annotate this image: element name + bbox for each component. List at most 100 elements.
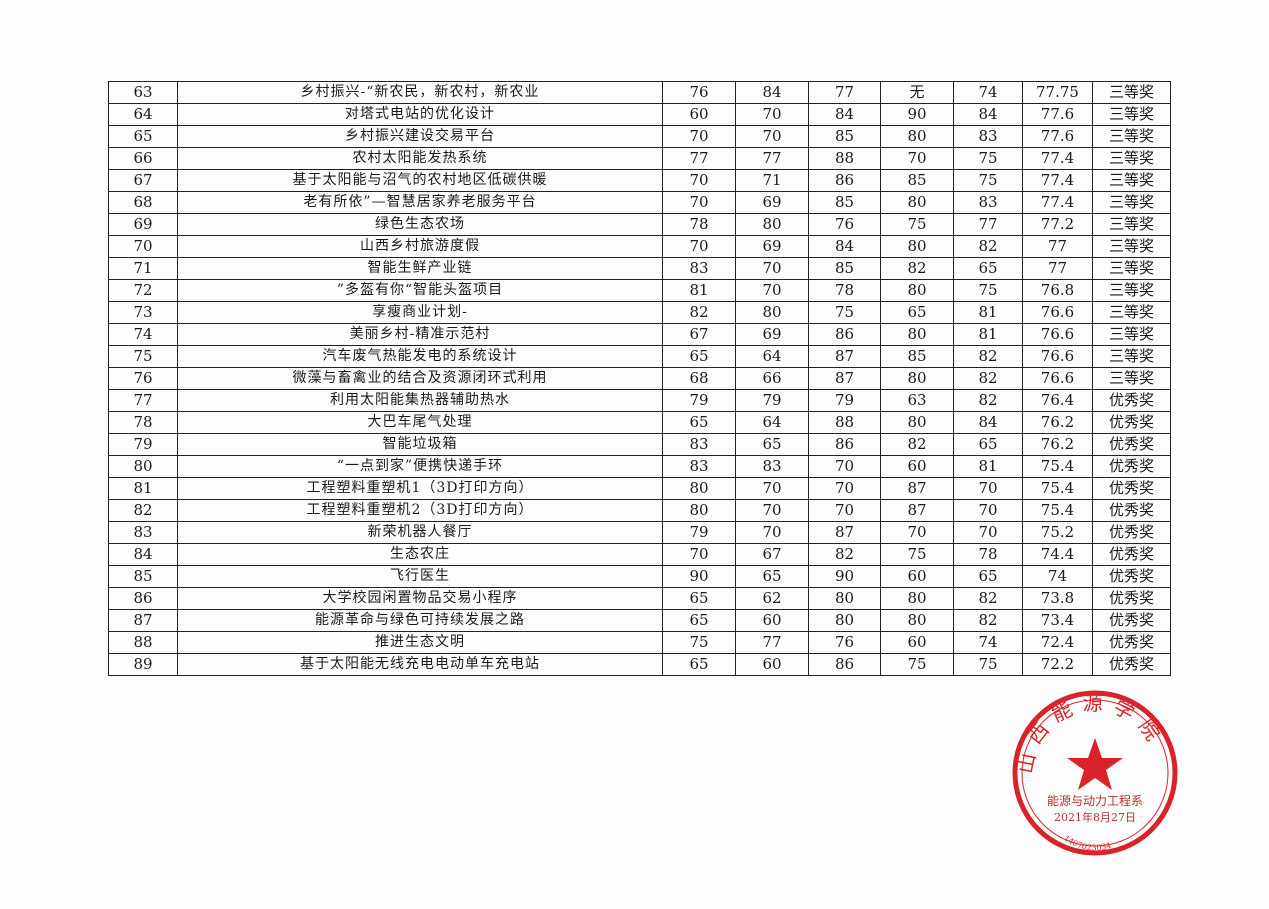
average-score: 77.75 xyxy=(1022,81,1093,104)
award: 优秀奖 xyxy=(1092,389,1171,412)
score-3: 86 xyxy=(808,323,881,346)
score-4: 80 xyxy=(880,367,954,390)
project-title: 山西乡村旅游度假 xyxy=(177,235,663,258)
score-3: 86 xyxy=(808,169,881,192)
average-score: 76.8 xyxy=(1022,279,1093,302)
score-1: 77 xyxy=(662,147,736,170)
table-row: 79 智能垃圾箱 83 65 86 82 65 76.2 优秀奖 xyxy=(108,433,1171,456)
average-score: 77.4 xyxy=(1022,147,1093,170)
score-3: 87 xyxy=(808,521,881,544)
score-4: 80 xyxy=(880,191,954,214)
score-5: 82 xyxy=(953,389,1023,412)
award: 三等奖 xyxy=(1092,191,1171,214)
average-score: 76.6 xyxy=(1022,345,1093,368)
score-2: 70 xyxy=(735,521,809,544)
seal-outer-text: 山西能源学院 xyxy=(1013,691,1161,775)
table-row: 78 大巴车尾气处理 65 64 88 80 84 76.2 优秀奖 xyxy=(108,411,1171,434)
score-4: 60 xyxy=(880,631,954,654)
score-1: 83 xyxy=(662,433,736,456)
score-4: 85 xyxy=(880,169,954,192)
score-2: 70 xyxy=(735,103,809,126)
score-2: 64 xyxy=(735,411,809,434)
score-2: 62 xyxy=(735,587,809,610)
score-5: 75 xyxy=(953,653,1023,676)
project-title: 生态农庄 xyxy=(177,543,663,566)
award: 三等奖 xyxy=(1092,147,1171,170)
score-1: 70 xyxy=(662,543,736,566)
score-1: 67 xyxy=(662,323,736,346)
award: 三等奖 xyxy=(1092,367,1171,390)
score-3: 79 xyxy=(808,389,881,412)
score-5: 82 xyxy=(953,367,1023,390)
score-4: 75 xyxy=(880,653,954,676)
project-title: “一点到家”便携快递手环 xyxy=(177,455,663,478)
average-score: 74 xyxy=(1022,565,1093,588)
row-number: 66 xyxy=(108,147,178,170)
score-2: 60 xyxy=(735,609,809,632)
score-1: 90 xyxy=(662,565,736,588)
row-number: 89 xyxy=(108,653,178,676)
table-row: 83 新荣机器人餐厅 79 70 87 70 70 75.2 优秀奖 xyxy=(108,521,1171,544)
average-score: 75.2 xyxy=(1022,521,1093,544)
score-2: 64 xyxy=(735,345,809,368)
row-number: 83 xyxy=(108,521,178,544)
score-4: 80 xyxy=(880,235,954,258)
score-2: 79 xyxy=(735,389,809,412)
score-2: 77 xyxy=(735,147,809,170)
score-5: 81 xyxy=(953,301,1023,324)
award: 三等奖 xyxy=(1092,301,1171,324)
award: 优秀奖 xyxy=(1092,609,1171,632)
project-title: 绿色生态农场 xyxy=(177,213,663,236)
score-1: 60 xyxy=(662,103,736,126)
score-2: 69 xyxy=(735,323,809,346)
score-2: 69 xyxy=(735,191,809,214)
project-title: 新荣机器人餐厅 xyxy=(177,521,663,544)
score-1: 80 xyxy=(662,477,736,500)
row-number: 88 xyxy=(108,631,178,654)
score-3: 85 xyxy=(808,125,881,148)
award: 三等奖 xyxy=(1092,81,1171,104)
project-title: 老有所依”—智慧居家养老服务平台 xyxy=(177,191,663,214)
score-2: 66 xyxy=(735,367,809,390)
award: 优秀奖 xyxy=(1092,477,1171,500)
score-5: 83 xyxy=(953,191,1023,214)
award: 优秀奖 xyxy=(1092,455,1171,478)
table-row: 86 大学校园闲置物品交易小程序 65 62 80 80 82 73.8 优秀奖 xyxy=(108,587,1171,610)
score-4: 75 xyxy=(880,213,954,236)
row-number: 65 xyxy=(108,125,178,148)
score-1: 70 xyxy=(662,191,736,214)
score-1: 68 xyxy=(662,367,736,390)
table-row: 72 ”多盔有你“智能头盔项目 81 70 78 80 75 76.8 三等奖 xyxy=(108,279,1171,302)
score-3: 70 xyxy=(808,499,881,522)
score-2: 65 xyxy=(735,433,809,456)
score-4: 80 xyxy=(880,609,954,632)
score-5: 82 xyxy=(953,345,1023,368)
score-2: 65 xyxy=(735,565,809,588)
score-4: 70 xyxy=(880,147,954,170)
row-number: 86 xyxy=(108,587,178,610)
project-title: 智能生鲜产业链 xyxy=(177,257,663,280)
award: 三等奖 xyxy=(1092,169,1171,192)
score-4: 60 xyxy=(880,455,954,478)
project-title: 工程塑料重塑机2（3D打印方向） xyxy=(177,499,663,522)
award: 三等奖 xyxy=(1092,235,1171,258)
project-title: 乡村振兴-“新农民，新农村，新农业 xyxy=(177,81,663,104)
seal-star-icon xyxy=(1067,738,1123,790)
score-4: 60 xyxy=(880,565,954,588)
score-3: 85 xyxy=(808,191,881,214)
table-row: 73 享瘦商业计划- 82 80 75 65 81 76.6 三等奖 xyxy=(108,301,1171,324)
official-seal: 山西能源学院 能源与动力工程系 2021年8月27日 1407023034 xyxy=(1012,690,1178,856)
row-number: 69 xyxy=(108,213,178,236)
average-score: 74.4 xyxy=(1022,543,1093,566)
award: 三等奖 xyxy=(1092,323,1171,346)
project-title: 工程塑料重塑机1（3D打印方向） xyxy=(177,477,663,500)
score-2: 84 xyxy=(735,81,809,104)
score-4: 63 xyxy=(880,389,954,412)
table-row: 87 能源革命与绿色可持续发展之路 65 60 80 80 82 73.4 优秀奖 xyxy=(108,609,1171,632)
score-4: 85 xyxy=(880,345,954,368)
score-1: 83 xyxy=(662,257,736,280)
table-row: 85 飞行医生 90 65 90 60 65 74 优秀奖 xyxy=(108,565,1171,588)
table-row: 70 山西乡村旅游度假 70 69 84 80 82 77 三等奖 xyxy=(108,235,1171,258)
svg-text:山西能源学院: 山西能源学院 xyxy=(1013,691,1170,775)
